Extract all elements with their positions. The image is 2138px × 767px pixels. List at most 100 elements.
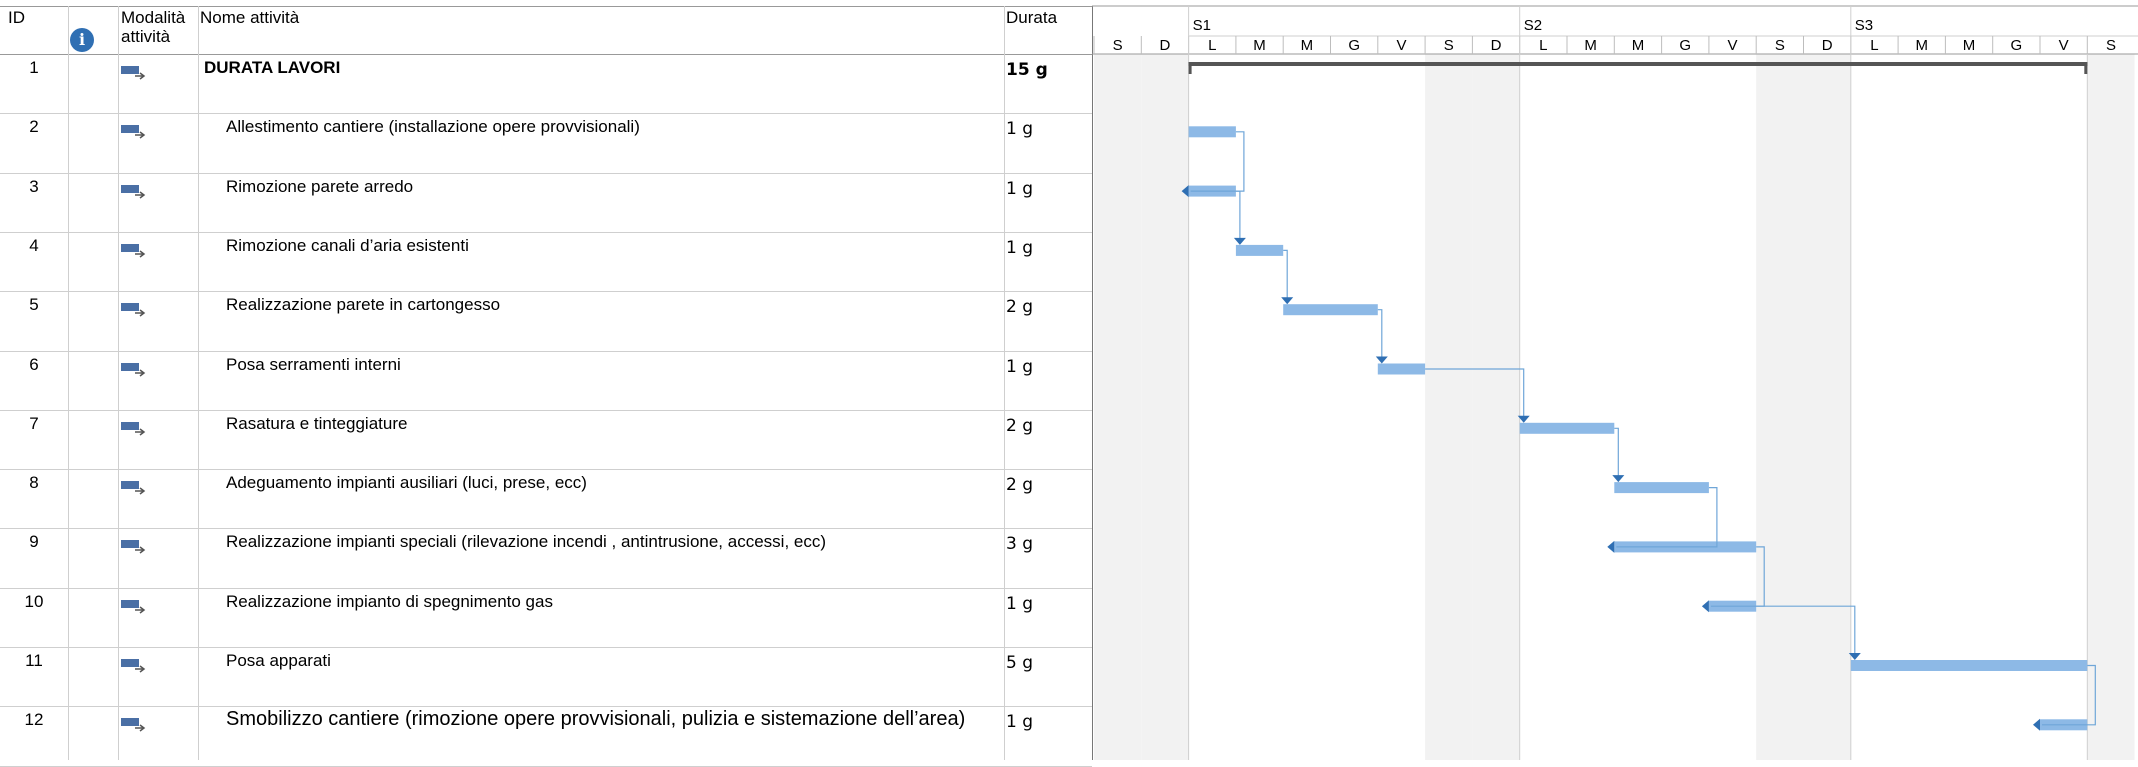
day-label: S bbox=[1775, 37, 1785, 54]
task-name[interactable]: Posa serramenti interni bbox=[226, 354, 401, 374]
task-duration: 2 g bbox=[1006, 297, 1034, 318]
day-label: L bbox=[1870, 37, 1878, 54]
dependency-link bbox=[2042, 664, 2096, 726]
auto-schedule-icon bbox=[121, 303, 146, 317]
table-row[interactable]: 4 Rimozione canali d’aria esistenti 1 g bbox=[0, 232, 1092, 291]
link-arrow bbox=[1701, 600, 1709, 613]
task-name[interactable]: Allestimento cantiere (installazione ope… bbox=[226, 117, 640, 137]
header-duration[interactable]: Durata bbox=[1006, 8, 1058, 27]
day-label: G bbox=[1679, 37, 1691, 54]
table-row[interactable]: 7 Rasatura e tinteggiature 2 g bbox=[0, 410, 1092, 469]
link-arrow bbox=[1612, 475, 1625, 483]
task-id: 3 bbox=[29, 176, 39, 196]
task-duration: 2 g bbox=[1006, 475, 1034, 496]
table-row[interactable]: 3 Rimozione parete arredo 1 g bbox=[0, 173, 1092, 232]
auto-schedule-icon bbox=[121, 421, 146, 436]
day-label: L bbox=[1208, 37, 1216, 54]
column-divider bbox=[68, 6, 69, 760]
task-name[interactable]: Rasatura e tinteggiature bbox=[226, 413, 408, 433]
dependency-link bbox=[1756, 605, 1856, 656]
table-row[interactable]: 11 Posa apparati 5 g bbox=[0, 647, 1092, 706]
day-label: S bbox=[1444, 37, 1454, 54]
task-bar bbox=[1188, 126, 1236, 138]
task-bar bbox=[1614, 482, 1709, 494]
day-label: G bbox=[1348, 37, 1360, 54]
task-name[interactable]: Realizzazione impianto di spegnimento ga… bbox=[226, 591, 553, 611]
task-duration: 1 g bbox=[1006, 178, 1034, 199]
link-arrow bbox=[1848, 653, 1861, 660]
task-name[interactable]: Smobilizzo cantiere (rimozione opere pro… bbox=[226, 708, 966, 731]
day-label: S bbox=[2106, 37, 2116, 54]
task-duration: 1 g bbox=[1006, 356, 1034, 377]
auto-schedule-icon bbox=[121, 540, 146, 554]
day-label: V bbox=[1396, 37, 1406, 54]
task-id: 10 bbox=[24, 591, 44, 611]
link-arrow bbox=[1375, 356, 1388, 364]
task-id: 2 bbox=[29, 117, 39, 137]
link-arrow bbox=[1181, 185, 1189, 198]
dependency-link bbox=[1235, 190, 1241, 241]
auto-schedule-icon bbox=[121, 362, 146, 377]
dependency-link bbox=[1283, 249, 1288, 301]
task-table: ID i Modalità attività Nome attività Dur… bbox=[0, 6, 1093, 767]
weekend-band bbox=[1756, 54, 1804, 760]
task-name[interactable]: Realizzazione impianti speciali (rilevaz… bbox=[226, 532, 827, 552]
table-row[interactable]: 1 DURATA LAVORI 15 g bbox=[0, 54, 1092, 113]
dependency-link bbox=[1710, 546, 1765, 607]
auto-schedule-icon bbox=[121, 243, 146, 258]
task-name[interactable]: DURATA LAVORI bbox=[204, 58, 341, 77]
column-divider bbox=[1004, 6, 1005, 760]
task-name[interactable]: Rimozione canali d’aria esistenti bbox=[226, 235, 469, 255]
week-label: S1 bbox=[1193, 17, 1211, 34]
row-divider bbox=[0, 409, 1092, 411]
day-label: V bbox=[1728, 37, 1738, 54]
task-id: 4 bbox=[29, 235, 39, 255]
link-arrow bbox=[1281, 297, 1294, 305]
header-mode[interactable]: Modalità attività bbox=[121, 8, 185, 46]
task-duration: 15 g bbox=[1006, 60, 1048, 80]
day-label: M bbox=[1584, 37, 1597, 54]
auto-schedule-icon bbox=[121, 718, 146, 732]
dependency-link bbox=[1616, 487, 1718, 548]
table-row[interactable]: 5 Realizzazione parete in cartongesso 2 g bbox=[0, 291, 1092, 350]
day-label: G bbox=[2011, 37, 2023, 54]
info-icon[interactable]: i bbox=[70, 28, 94, 52]
row-divider bbox=[0, 291, 1092, 293]
header-mode-line2: attività bbox=[121, 27, 171, 46]
task-bar bbox=[1377, 363, 1426, 375]
task-bar bbox=[1850, 660, 2088, 671]
day-label: M bbox=[1301, 37, 1314, 54]
summary-bar bbox=[1188, 62, 2088, 66]
header-task-name[interactable]: Nome attività bbox=[200, 8, 300, 27]
gantt-chart[interactable]: S D L M M G V S D L M M G V S D L M M G V S S1 S2 S3 bbox=[1092, 0, 2138, 760]
task-duration: 2 g bbox=[1006, 415, 1034, 436]
task-name[interactable]: Adeguamento impianti ausiliari (luci, pr… bbox=[226, 473, 587, 493]
table-row[interactable]: 2 Allestimento cantiere (installazione op… bbox=[0, 113, 1092, 172]
table-row[interactable]: 8 Adeguamento impianti ausiliari (luci, p… bbox=[0, 469, 1092, 528]
task-name[interactable]: Rimozione parete arredo bbox=[226, 176, 414, 196]
task-bar bbox=[1283, 304, 1378, 316]
header-id[interactable]: ID bbox=[8, 8, 25, 27]
task-name[interactable]: Realizzazione parete in cartongesso bbox=[226, 295, 501, 315]
task-id: 5 bbox=[29, 295, 39, 315]
task-id: 8 bbox=[29, 473, 39, 493]
row-divider bbox=[0, 113, 1092, 115]
weekend-band bbox=[1803, 54, 1851, 760]
dependency-link bbox=[1377, 309, 1383, 360]
link-arrow bbox=[2033, 718, 2040, 731]
row-divider bbox=[0, 587, 1092, 589]
table-row[interactable]: 10 Realizzazione impianto di spegnimento … bbox=[0, 588, 1092, 647]
table-row[interactable]: 9 Realizzazione impianti speciali (rileva… bbox=[0, 528, 1092, 587]
summary-bar-end bbox=[2084, 62, 2088, 74]
dependency-link bbox=[1190, 131, 1245, 192]
header-top-line bbox=[0, 6, 1092, 7]
task-duration: 1 g bbox=[1006, 119, 1034, 140]
task-name[interactable]: Posa apparati bbox=[226, 651, 331, 670]
day-label: M bbox=[1253, 37, 1266, 54]
day-label: L bbox=[1539, 37, 1547, 54]
summary-bar-start bbox=[1188, 62, 1192, 74]
row-divider bbox=[0, 350, 1092, 352]
table-row[interactable]: 12 Smobilizzo cantiere (rimozione opere p… bbox=[0, 706, 1092, 765]
table-row[interactable]: 6 Posa serramenti interni 1 g bbox=[0, 351, 1092, 410]
day-label: D bbox=[1491, 37, 1502, 54]
